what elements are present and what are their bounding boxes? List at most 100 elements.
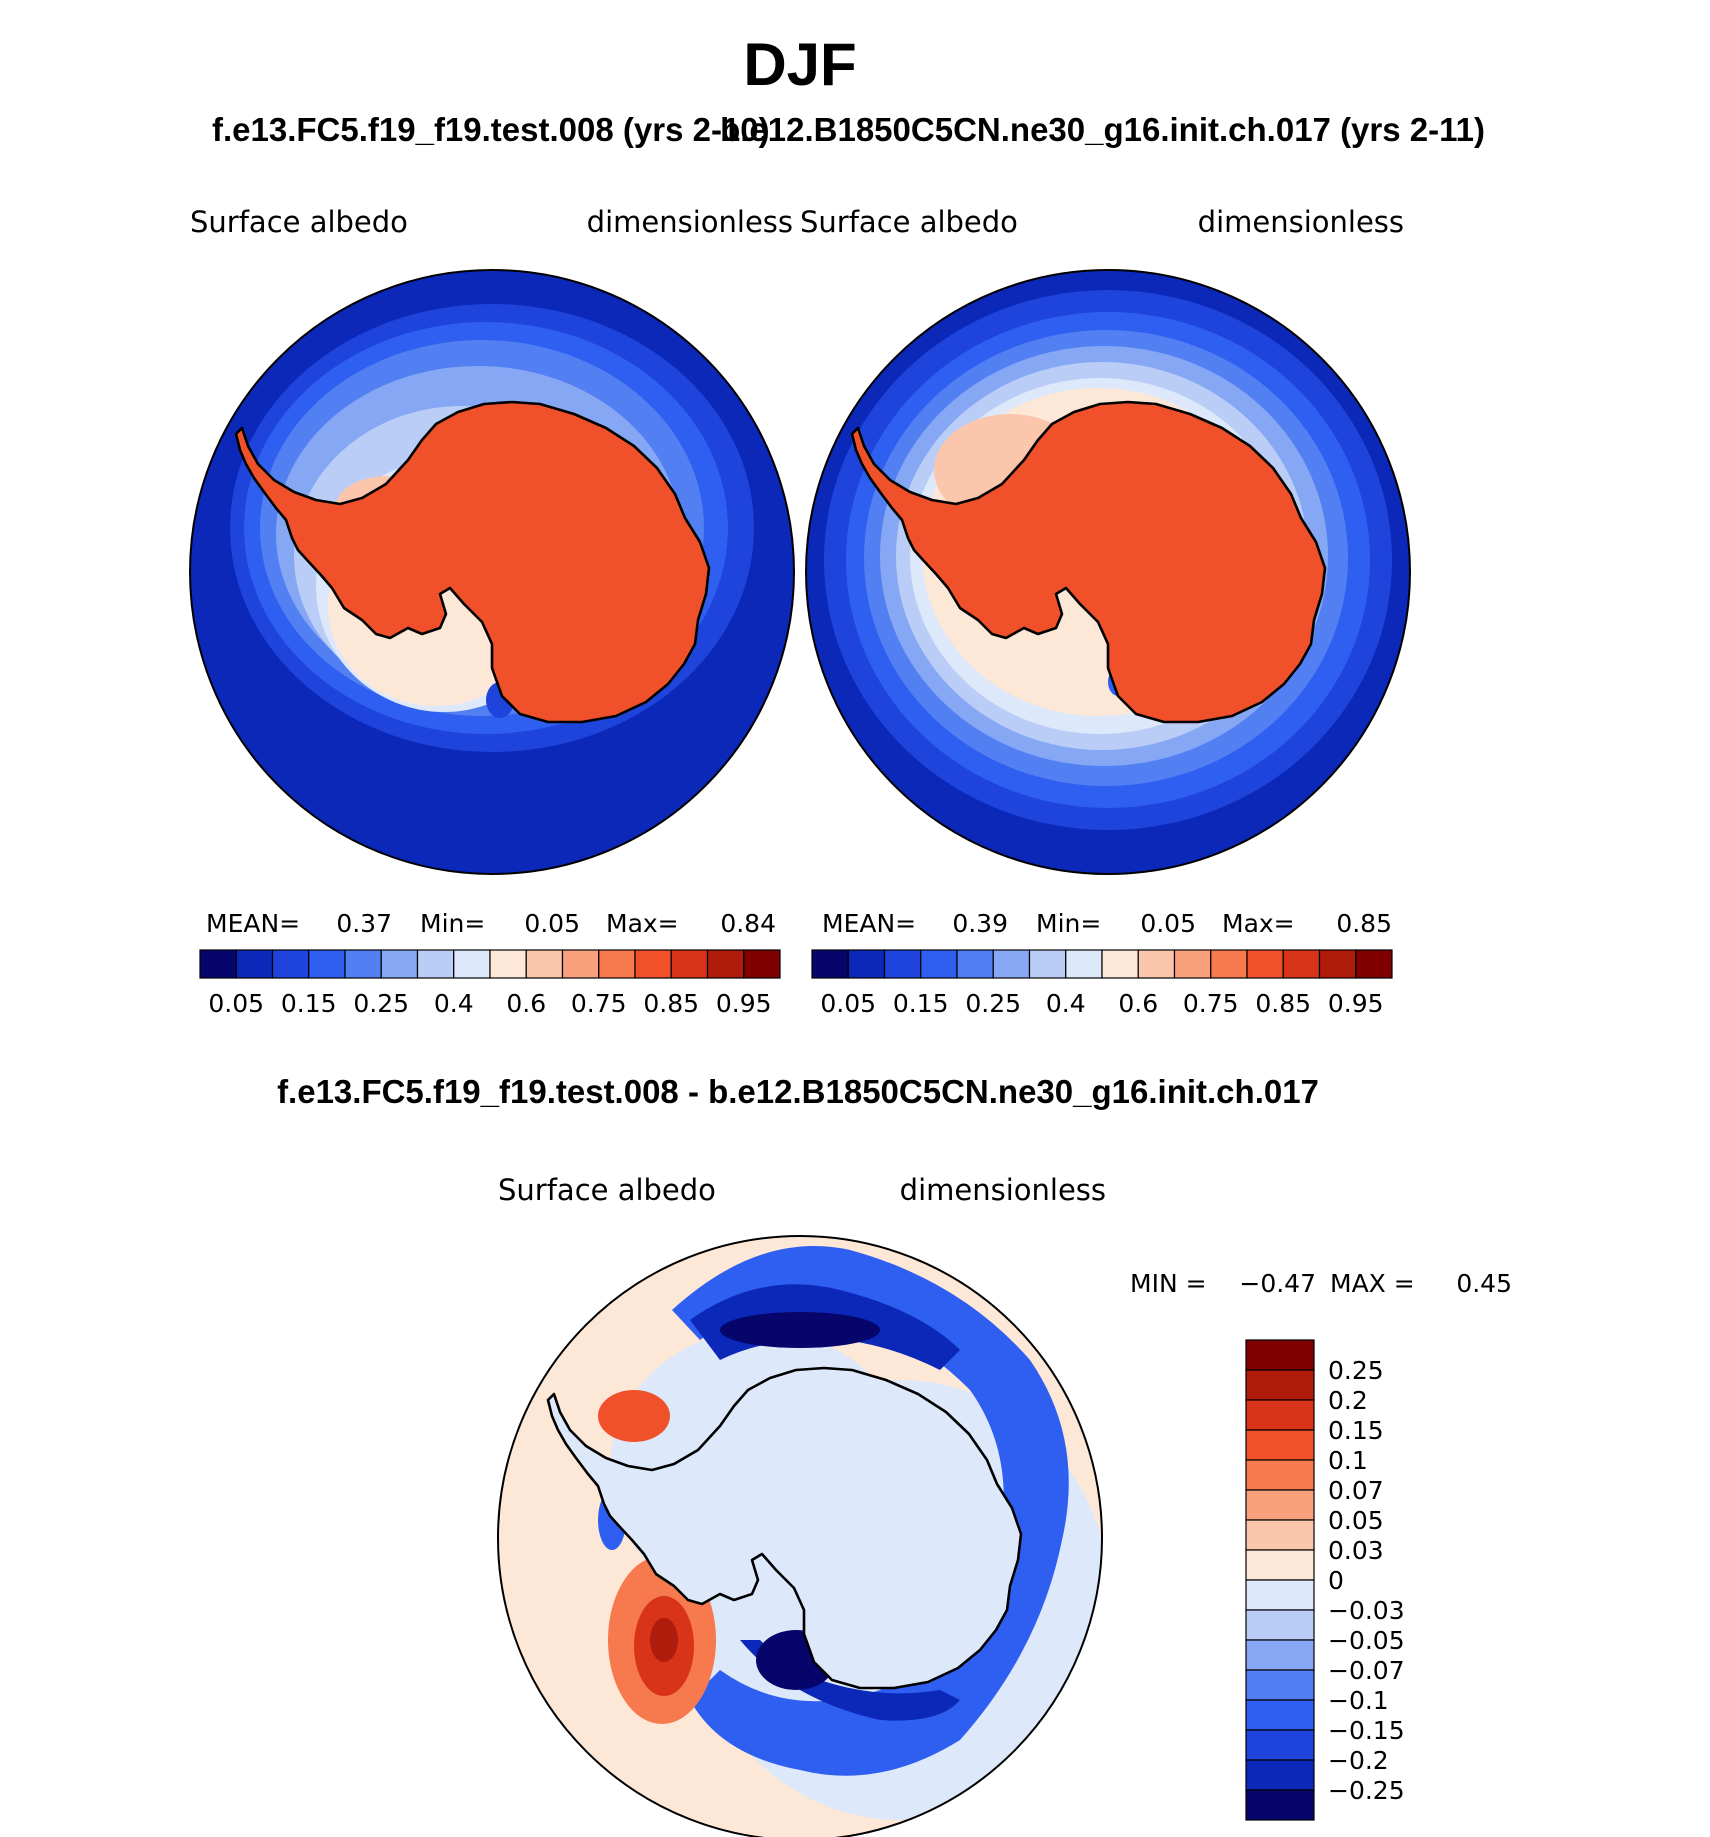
colorbar-swatch	[1173, 949, 1212, 979]
colorbar-swatch	[1245, 1639, 1315, 1671]
panel1-variable-label: Surface albedo	[190, 205, 408, 239]
panel2-map-border	[805, 269, 1411, 875]
colorbar-tick-label: 0.07	[1328, 1476, 1384, 1505]
colorbar-swatch	[199, 949, 237, 979]
colorbar-swatch	[1028, 949, 1067, 979]
panel1-map	[190, 270, 794, 874]
colorbar-tick-label: −0.07	[1328, 1656, 1405, 1685]
colorbar-swatch	[1355, 949, 1393, 979]
panel2-min-value: 0.05	[1140, 909, 1196, 938]
panel3-map	[498, 1236, 1102, 1837]
colorbar-swatch	[1245, 1399, 1315, 1431]
colorbar-tick-label: 0.75	[1183, 989, 1239, 1018]
panel1-units-label: dimensionless	[587, 205, 793, 239]
colorbar-tick-label: −0.1	[1328, 1686, 1389, 1715]
colorbar-swatch	[920, 949, 958, 979]
panel1-min-value: 0.05	[524, 909, 580, 938]
case2-title: b.e12.B1850C5CN.ne30_g16.init.ch.017 (yr…	[720, 111, 1485, 148]
panel2-colorbar: 0.05 0.15 0.25 0.4 0.6 0.75 0.85 0.95	[811, 949, 1393, 1018]
colorbar-swatch	[1282, 949, 1321, 979]
colorbar-swatch	[1318, 949, 1357, 979]
colorbar-tick-label: 0.1	[1328, 1446, 1368, 1475]
colorbar-tick-label: 0.2	[1328, 1386, 1368, 1415]
colorbar-tick-label: −0.15	[1328, 1716, 1405, 1745]
colorbar-tick-label: 0.4	[1046, 989, 1086, 1018]
colorbar-tick-label: 0.15	[281, 989, 337, 1018]
colorbar-swatch	[598, 949, 636, 979]
colorbar-tick-label: 0.75	[571, 989, 627, 1018]
panel3-units-label: dimensionless	[900, 1173, 1106, 1207]
panel3-northern-core	[720, 1312, 880, 1348]
colorbar-tick-label: 0.95	[716, 989, 772, 1018]
colorbar-swatch	[883, 949, 922, 979]
colorbar-swatch	[1245, 1759, 1315, 1791]
difference-title: f.e13.FC5.f19_f19.test.008 - b.e12.B1850…	[277, 1073, 1319, 1110]
colorbar-tick-label: 0.25	[1328, 1356, 1384, 1385]
colorbar-swatch	[1245, 1669, 1315, 1701]
colorbar-tick-label: 0	[1328, 1566, 1344, 1595]
colorbar-swatch	[634, 949, 672, 979]
colorbar-swatch	[1245, 1459, 1315, 1491]
colorbar-swatch	[1245, 1579, 1315, 1611]
panel3-map-border	[497, 1235, 1103, 1837]
colorbar-swatch	[1245, 1789, 1315, 1821]
colorbar-tick-label: 0.95	[1328, 989, 1384, 1018]
colorbar-tick-label: 0.85	[1255, 989, 1311, 1018]
colorbar-swatch	[1245, 1429, 1315, 1461]
colorbar-tick-label: 0.03	[1328, 1536, 1384, 1565]
colorbar-swatch	[1245, 1699, 1315, 1731]
colorbar-swatch	[308, 949, 346, 979]
panel2-max-value: 0.85	[1336, 909, 1392, 938]
panel2-map	[806, 270, 1410, 874]
panel2-units-label: dimensionless	[1198, 205, 1404, 239]
colorbar-swatch	[1245, 1519, 1315, 1551]
colorbar-swatch	[956, 949, 994, 979]
colorbar-tick-label: 0.25	[353, 989, 409, 1018]
colorbar-swatch	[344, 949, 382, 979]
colorbar-swatch	[416, 949, 455, 979]
colorbar-swatch	[811, 949, 849, 979]
colorbar-swatch	[271, 949, 310, 979]
colorbar-swatch	[1245, 1549, 1315, 1581]
panel3-variable-label: Surface albedo	[498, 1173, 716, 1207]
colorbar-swatch	[489, 949, 527, 979]
panel1-mean-label: MEAN=	[206, 909, 300, 938]
season-title: DJF	[743, 31, 856, 98]
colorbar-tick-label: 0.15	[893, 989, 949, 1018]
colorbar-swatch	[561, 949, 600, 979]
colorbar-swatch	[1245, 1369, 1315, 1401]
colorbar-swatch	[1065, 949, 1103, 979]
panel1-min-label: Min=	[420, 909, 485, 938]
colorbar-swatch	[235, 949, 274, 979]
panel2-min-label: Min=	[1036, 909, 1101, 938]
colorbar-swatch	[847, 949, 886, 979]
colorbar-swatch	[1210, 949, 1248, 979]
panel3-min-label: MIN =	[1130, 1269, 1207, 1298]
panel3-southern-trough	[740, 1640, 960, 1721]
colorbar-swatch	[1245, 1489, 1315, 1521]
panel2-variable-label: Surface albedo	[800, 205, 1018, 239]
colorbar-swatch	[992, 949, 1031, 979]
panel3-colorbar: 0.250.20.150.10.070.050.030−0.03−0.05−0.…	[1245, 1339, 1405, 1821]
panel3-positive-west-core	[650, 1618, 678, 1662]
colorbar-swatch	[670, 949, 709, 979]
colorbar-swatch	[1245, 1609, 1315, 1641]
colorbar-tick-label: 0.05	[820, 989, 876, 1018]
colorbar-tick-label: 0.6	[1118, 989, 1158, 1018]
panel3-min-value: −0.47	[1239, 1269, 1316, 1298]
colorbar-tick-label: 0.05	[1328, 1506, 1384, 1535]
colorbar-swatch	[1245, 1729, 1315, 1761]
colorbar-tick-label: −0.05	[1328, 1626, 1405, 1655]
colorbar-tick-label: −0.2	[1328, 1746, 1389, 1775]
colorbar-tick-label: 0.05	[208, 989, 264, 1018]
panel1-mean-value: 0.37	[336, 909, 392, 938]
colorbar-tick-label: 0.25	[965, 989, 1021, 1018]
panel2-max-label: Max=	[1222, 909, 1295, 938]
panel3-max-label: MAX =	[1330, 1269, 1415, 1298]
panel1-map-border	[189, 269, 795, 875]
colorbar-swatch	[1245, 1339, 1315, 1371]
panel3-positive-peninsula	[598, 1390, 670, 1442]
colorbar-swatch	[1246, 949, 1284, 979]
panel2-mean-label: MEAN=	[822, 909, 916, 938]
